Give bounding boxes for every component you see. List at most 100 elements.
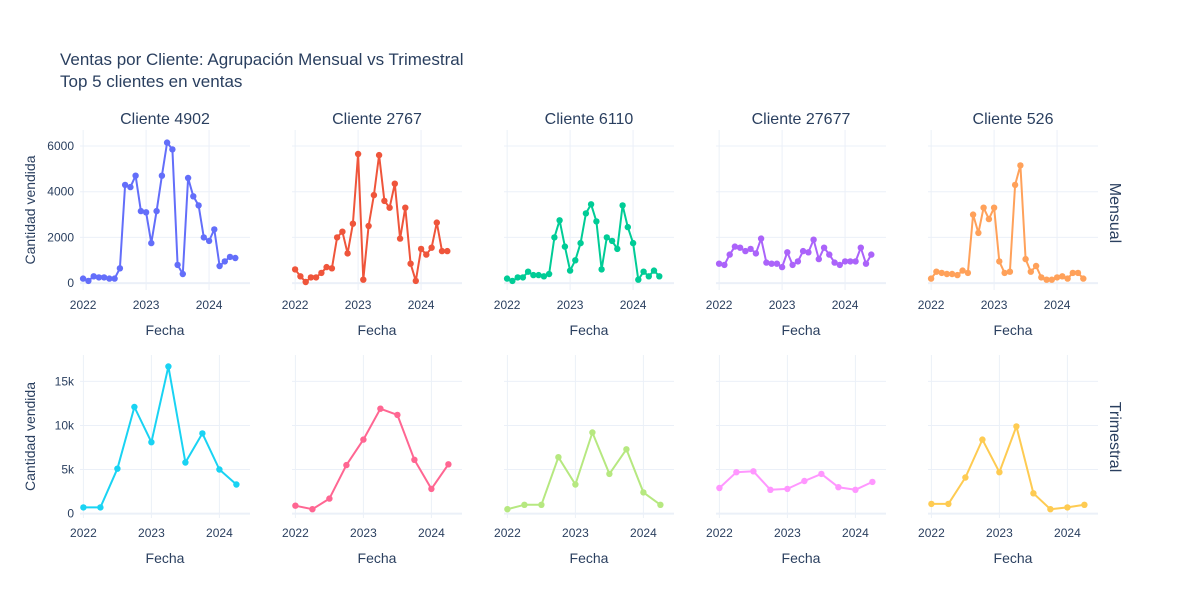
data-point [868, 251, 875, 258]
data-point [1064, 504, 1071, 511]
data-point [95, 274, 103, 281]
series-line [83, 365, 238, 509]
data-point [598, 266, 605, 273]
data-point [742, 247, 749, 255]
data-point [606, 470, 613, 478]
data-point [927, 275, 935, 282]
x-tick-label: 2024 [620, 298, 647, 312]
data-point [339, 228, 346, 235]
data-point [589, 429, 596, 436]
data-point [444, 247, 451, 255]
panel-mensual-2: 2022 2023 2024 Cliente 2767 Fecha [282, 111, 462, 338]
data-point [826, 251, 833, 258]
x-tick-label: 2023 [562, 526, 589, 540]
data-point [1074, 269, 1082, 277]
data-point [370, 191, 378, 199]
data-point [318, 269, 325, 277]
data-point [789, 261, 796, 269]
data-point [538, 501, 545, 508]
data-point [1069, 269, 1077, 277]
data-point [309, 506, 316, 513]
data-point [445, 461, 452, 468]
data-point [80, 504, 87, 511]
data-point [784, 485, 791, 493]
data-point [131, 403, 138, 411]
data-point [116, 265, 124, 272]
data-point [514, 274, 521, 281]
series-line [931, 425, 1085, 511]
data-point [158, 172, 166, 179]
y-tick-label: 5k [61, 463, 75, 477]
data-point [948, 270, 956, 278]
panel-trimestral-2: 2022 2023 2024 Fecha [282, 355, 462, 566]
data-point [535, 271, 542, 279]
data-point [1030, 490, 1037, 497]
data-point [587, 201, 595, 208]
data-point [292, 502, 299, 509]
data-point [153, 207, 160, 215]
x-axis-title: Fecha [994, 322, 1033, 338]
data-point [291, 266, 299, 273]
data-point [97, 504, 104, 511]
data-point [504, 506, 511, 513]
data-point [79, 275, 87, 282]
data-point [226, 253, 234, 261]
data-point [205, 237, 213, 245]
data-point [572, 257, 579, 264]
data-point [333, 234, 341, 241]
data-point [928, 500, 935, 508]
panel-trimestral-1: 2022 2023 2024 0 5k 10k 15k Fecha Cantidad vendi… [22, 355, 250, 566]
data-point [524, 268, 532, 275]
data-point [657, 501, 664, 508]
data-point [184, 174, 192, 182]
data-point [433, 219, 440, 226]
data-point [137, 207, 145, 215]
data-point [199, 430, 206, 437]
data-point [1038, 274, 1045, 281]
panel-mensual-5: 2022 2023 2024 Cliente 526 Fecha [918, 111, 1098, 338]
data-point [768, 260, 775, 267]
data-point [555, 454, 562, 461]
data-point [85, 277, 92, 285]
x-axis-title: Fecha [570, 550, 609, 566]
data-point [619, 202, 626, 209]
data-point [1059, 273, 1066, 280]
data-point [990, 204, 998, 211]
data-point [731, 243, 739, 250]
y-tick-label: 4000 [47, 185, 74, 199]
data-point [106, 275, 113, 282]
data-point [640, 489, 647, 496]
data-point [773, 260, 781, 267]
data-point [521, 501, 528, 508]
data-point [190, 193, 197, 200]
x-tick-label: 2022 [918, 298, 945, 312]
y-tick-label: 0 [67, 507, 74, 521]
data-point [1001, 269, 1008, 277]
data-point [582, 210, 590, 217]
x-tick-label: 2023 [345, 298, 372, 312]
y-tick-label: 2000 [47, 230, 74, 244]
data-point [127, 183, 134, 191]
data-point [945, 500, 952, 508]
data-point [561, 243, 569, 250]
data-point [386, 204, 393, 211]
data-point [377, 405, 384, 412]
data-point [302, 278, 309, 286]
data-point [148, 239, 155, 247]
data-point [656, 273, 663, 280]
data-point [396, 235, 404, 242]
data-point [752, 250, 760, 257]
x-tick-label: 2023 [138, 526, 165, 540]
data-point [980, 204, 987, 211]
data-point [959, 267, 966, 274]
data-point [1006, 268, 1014, 275]
data-point [794, 258, 802, 265]
panel-title: Cliente 4902 [120, 111, 210, 128]
y-tick-label: 10k [55, 418, 75, 432]
data-point [211, 226, 218, 233]
x-tick-label: 2024 [206, 526, 233, 540]
panel-mensual-3: 2022 2023 2024 Cliente 6110 Fecha [494, 111, 674, 338]
data-point [799, 247, 807, 255]
data-point [736, 244, 744, 251]
